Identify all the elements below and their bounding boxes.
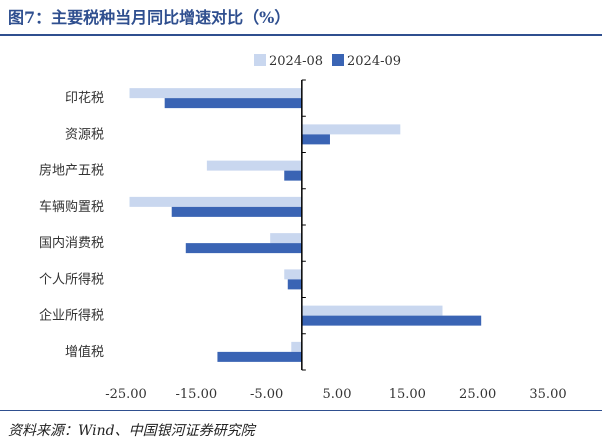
category-label: 国内消费税 [39, 235, 104, 251]
x-tick-label: 15.00 [389, 387, 426, 402]
bar-chart: 2024-08 2024-09 印花税资源税房地产五税车辆购置税国内消费税个人所得… [39, 54, 567, 402]
x-tick-label: 35.00 [529, 387, 566, 402]
category-label: 增值税 [65, 344, 104, 360]
bar-增值税-2024-08 [291, 341, 302, 352]
bar-印花税-2024-09 [164, 98, 302, 109]
x-tick-label: -25.00 [105, 387, 147, 402]
x-tick-label: 5.00 [323, 387, 352, 402]
legend-swatch-2024-09 [332, 54, 344, 66]
bar-企业所得税-2024-08 [301, 305, 443, 316]
bars-group [129, 88, 482, 362]
category-label: 企业所得税 [39, 308, 104, 324]
category-label: 房地产五税 [39, 163, 104, 179]
axis-group [301, 79, 306, 371]
bar-个人所得税-2024-09 [287, 279, 302, 290]
legend-label-2024-09: 2024-09 [347, 54, 401, 69]
category-label: 个人所得税 [39, 271, 104, 287]
x-tick-label: -5.00 [250, 387, 283, 402]
legend: 2024-08 2024-09 [254, 54, 401, 69]
bar-资源税-2024-09 [301, 134, 330, 145]
category-label: 车辆购置税 [39, 199, 104, 215]
bar-国内消费税-2024-08 [270, 233, 302, 244]
bar-印花税-2024-08 [129, 88, 302, 99]
tick-labels: -25.00 -15.00 -5.00 5.00 15.00 25.00 35.00 [105, 387, 566, 402]
bar-国内消费税-2024-09 [185, 243, 302, 254]
x-tick-label: -15.00 [176, 387, 218, 402]
bar-增值税-2024-09 [217, 351, 302, 362]
chart-title: 图7：主要税种当月同比增速对比（%） [8, 8, 291, 27]
bar-车辆购置税-2024-08 [129, 196, 302, 207]
title-divider [0, 34, 602, 36]
bar-个人所得税-2024-08 [284, 269, 302, 280]
bar-房地产五税-2024-08 [206, 160, 302, 171]
legend-label-2024-08: 2024-08 [269, 54, 323, 69]
category-label: 资源税 [65, 127, 104, 142]
bar-房地产五税-2024-09 [284, 170, 302, 181]
bar-企业所得税-2024-09 [301, 315, 482, 326]
x-tick-label: 25.00 [459, 387, 496, 402]
legend-swatch-2024-08 [254, 54, 266, 66]
category-label: 印花税 [65, 90, 104, 106]
footer-divider [0, 410, 602, 411]
bar-资源税-2024-08 [301, 124, 401, 135]
source-note: 资料来源：Wind、中国银河证券研究院 [8, 423, 255, 439]
bar-车辆购置税-2024-09 [171, 206, 302, 217]
